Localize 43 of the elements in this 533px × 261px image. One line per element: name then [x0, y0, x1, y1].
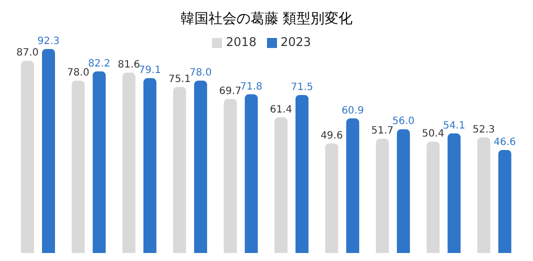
bar	[396, 129, 410, 253]
data-label: 71.8	[240, 81, 262, 92]
data-label: 78.0	[189, 68, 212, 79]
bar	[42, 49, 55, 253]
bar	[426, 142, 440, 253]
bar	[346, 118, 360, 253]
bar	[477, 137, 490, 253]
data-label: 71.5	[290, 82, 314, 93]
data-label: 54.1	[442, 120, 466, 132]
bar	[21, 60, 34, 253]
bar	[224, 98, 237, 253]
bar	[325, 143, 338, 253]
bar	[498, 150, 512, 253]
data-label: 60.9	[342, 105, 364, 116]
data-label: 92.3	[37, 36, 60, 47]
legend-label: 2023	[280, 35, 312, 49]
data-label: 69.7	[219, 86, 242, 97]
bar	[173, 87, 186, 253]
bar	[274, 117, 288, 253]
bar	[244, 94, 258, 253]
data-label: 61.4	[270, 104, 292, 116]
bar	[72, 80, 85, 253]
data-label: 56.0	[392, 116, 415, 128]
legend-label: 2018	[226, 35, 256, 49]
data-label: 52.3	[472, 124, 495, 136]
data-label: 87.0	[16, 48, 39, 59]
bar	[448, 133, 461, 253]
bar	[143, 78, 156, 253]
data-label: 75.1	[168, 74, 191, 86]
chart-title: 韓国社会の葛藤 類型別変化	[179, 10, 354, 29]
bar	[296, 94, 308, 253]
data-label: 79.1	[138, 65, 162, 76]
bar	[194, 80, 208, 253]
data-label: 50.4	[422, 128, 444, 140]
data-label: 78.0	[67, 68, 90, 79]
data-label: 81.6	[118, 60, 140, 71]
data-label: 82.2	[88, 58, 110, 70]
data-label: 46.6	[494, 137, 516, 148]
data-label: 49.6	[320, 130, 343, 142]
bar	[92, 71, 106, 253]
bar	[122, 72, 136, 253]
data-label: 51.7	[371, 126, 394, 137]
bar	[376, 138, 389, 253]
